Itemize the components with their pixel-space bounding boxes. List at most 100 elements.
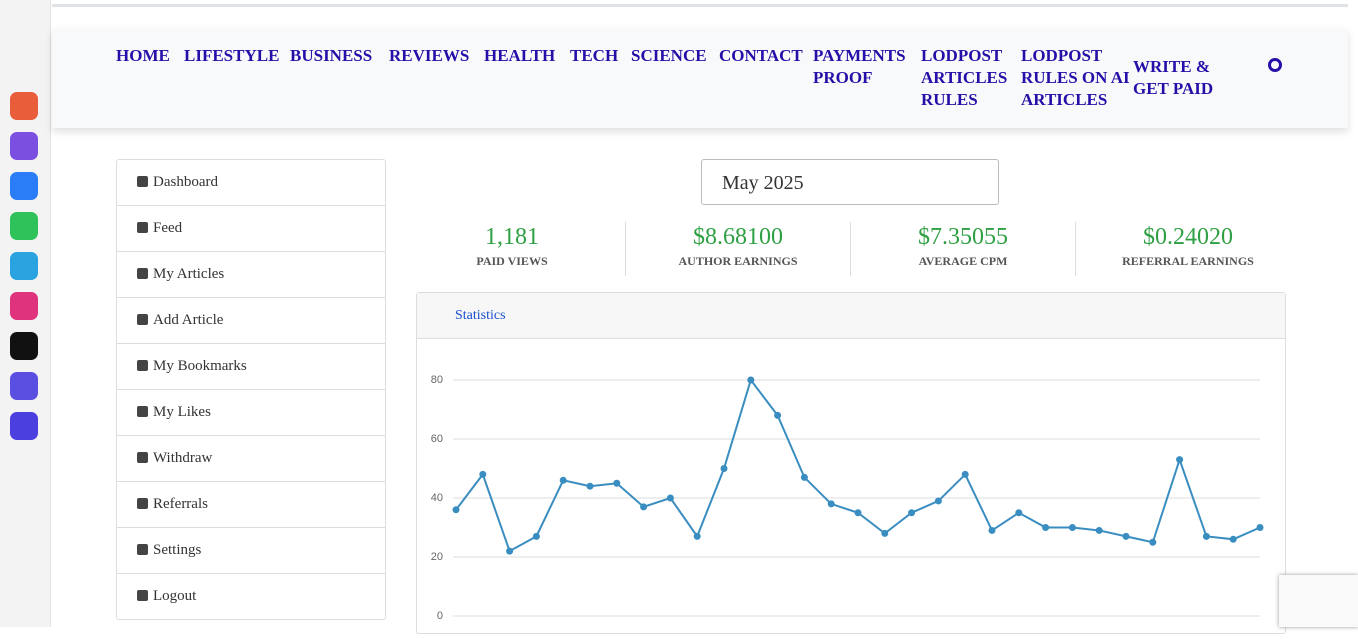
- menu-item[interactable]: Referrals: [117, 482, 385, 528]
- stat-block: $0.24020 REFERRAL EARNINGS: [1075, 222, 1300, 276]
- menu-icon: [137, 360, 148, 371]
- menu-icon: [137, 544, 148, 555]
- nav-link[interactable]: CONTACT: [719, 46, 803, 65]
- y-tick-label: 20: [431, 551, 443, 563]
- stat-value: 1,181: [485, 224, 539, 250]
- data-point: [934, 497, 942, 505]
- data-point: [479, 470, 487, 478]
- menu-item[interactable]: Withdraw: [117, 436, 385, 482]
- app-icon[interactable]: [10, 292, 38, 320]
- menu-label: Settings: [153, 542, 202, 558]
- nav-link[interactable]: WRITE & GET PAID: [1133, 57, 1214, 98]
- recaptcha-badge: [1279, 575, 1358, 627]
- nav-link[interactable]: BUSINESS: [290, 46, 373, 65]
- data-point: [613, 479, 621, 487]
- menu-label: Logout: [153, 588, 197, 604]
- app-icon[interactable]: [10, 92, 38, 120]
- nav-link[interactable]: LIFESTYLE: [184, 46, 280, 65]
- menu-label: Withdraw: [153, 450, 213, 466]
- data-point: [774, 411, 782, 419]
- menu-label: Dashboard: [153, 174, 218, 190]
- stat-block: $7.35055 AVERAGE CPM: [850, 222, 1075, 276]
- nav-link[interactable]: SCIENCE: [631, 46, 707, 65]
- data-point: [1015, 509, 1023, 517]
- stat-block: $8.68100 AUTHOR EARNINGS: [625, 222, 850, 276]
- menu-item[interactable]: My Articles: [117, 252, 385, 298]
- data-point: [1149, 538, 1157, 546]
- data-point: [532, 532, 540, 540]
- stat-label: PAID VIEWS: [476, 254, 548, 268]
- menu-label: My Likes: [153, 404, 211, 420]
- search-icon[interactable]: [1268, 58, 1282, 72]
- nav-link[interactable]: LODPOST RULES ON AI ARTICLES: [1021, 46, 1130, 109]
- menu-icon: [137, 406, 148, 417]
- menu-item[interactable]: My Likes: [117, 390, 385, 436]
- menu-item[interactable]: Add Article: [117, 298, 385, 344]
- menu-label: My Bookmarks: [153, 358, 247, 374]
- data-point: [559, 476, 567, 484]
- y-tick-label: 80: [431, 374, 443, 386]
- nav-link[interactable]: PAYMENTS PROOF: [813, 46, 906, 87]
- menu-item[interactable]: Logout: [117, 574, 385, 619]
- stat-value: $8.68100: [693, 224, 783, 250]
- app-icon[interactable]: [10, 172, 38, 200]
- menu-item[interactable]: Feed: [117, 206, 385, 252]
- app-icon[interactable]: [10, 132, 38, 160]
- menu-icon: [137, 452, 148, 463]
- nav-link[interactable]: LODPOST ARTICLES RULES: [921, 46, 1008, 109]
- data-point: [506, 547, 514, 555]
- data-point: [854, 509, 862, 517]
- menu-label: Referrals: [153, 496, 208, 512]
- data-point: [1176, 456, 1184, 464]
- nav-link[interactable]: HOME: [116, 46, 170, 65]
- data-point: [693, 532, 701, 540]
- data-point: [1202, 532, 1210, 540]
- data-point: [1256, 524, 1264, 531]
- data-point: [961, 470, 969, 478]
- browser-sidebar: [0, 0, 51, 627]
- stat-label: REFERRAL EARNINGS: [1122, 254, 1254, 268]
- data-point: [908, 509, 916, 517]
- top-strip: [52, 4, 1348, 7]
- menu-icon: [137, 590, 148, 601]
- app-icon[interactable]: [10, 412, 38, 440]
- data-point: [666, 494, 674, 502]
- data-point: [452, 506, 460, 514]
- data-point: [881, 529, 889, 537]
- nav-link[interactable]: REVIEWS: [389, 46, 470, 65]
- data-point: [800, 473, 808, 481]
- menu-icon: [137, 176, 148, 187]
- dashboard-menu: Dashboard Feed My Articles Add Article My Bo…: [116, 159, 386, 620]
- nav-link[interactable]: HEALTH: [484, 46, 556, 65]
- app-icon[interactable]: [10, 252, 38, 280]
- data-point: [720, 465, 728, 472]
- month-select[interactable]: May 2025: [701, 159, 999, 205]
- menu-label: Feed: [153, 220, 183, 236]
- y-tick-label: 60: [431, 433, 443, 445]
- menu-icon: [137, 498, 148, 509]
- stat-value: $0.24020: [1143, 224, 1233, 250]
- data-point: [1042, 524, 1050, 531]
- menu-label: Add Article: [153, 312, 224, 328]
- data-point: [1068, 524, 1076, 531]
- menu-item[interactable]: Dashboard: [117, 160, 385, 206]
- menu-item[interactable]: Settings: [117, 528, 385, 574]
- app-icon[interactable]: [10, 212, 38, 240]
- stat-value: $7.35055: [918, 224, 1008, 250]
- data-point: [827, 500, 835, 508]
- data-point: [1122, 532, 1130, 540]
- stat-block: 1,181 PAID VIEWS: [400, 222, 624, 276]
- data-line: [455, 377, 1261, 553]
- data-point: [1229, 535, 1237, 543]
- stat-label: AVERAGE CPM: [918, 254, 1008, 268]
- data-point: [586, 482, 594, 490]
- menu-item[interactable]: My Bookmarks: [117, 344, 385, 390]
- menu-icon: [137, 314, 148, 325]
- nav-link[interactable]: TECH: [570, 46, 619, 65]
- menu-icon: [137, 222, 148, 233]
- app-icon[interactable]: [10, 372, 38, 400]
- menu-icon: [137, 268, 148, 279]
- data-point: [988, 526, 996, 534]
- app-icon[interactable]: [10, 332, 38, 360]
